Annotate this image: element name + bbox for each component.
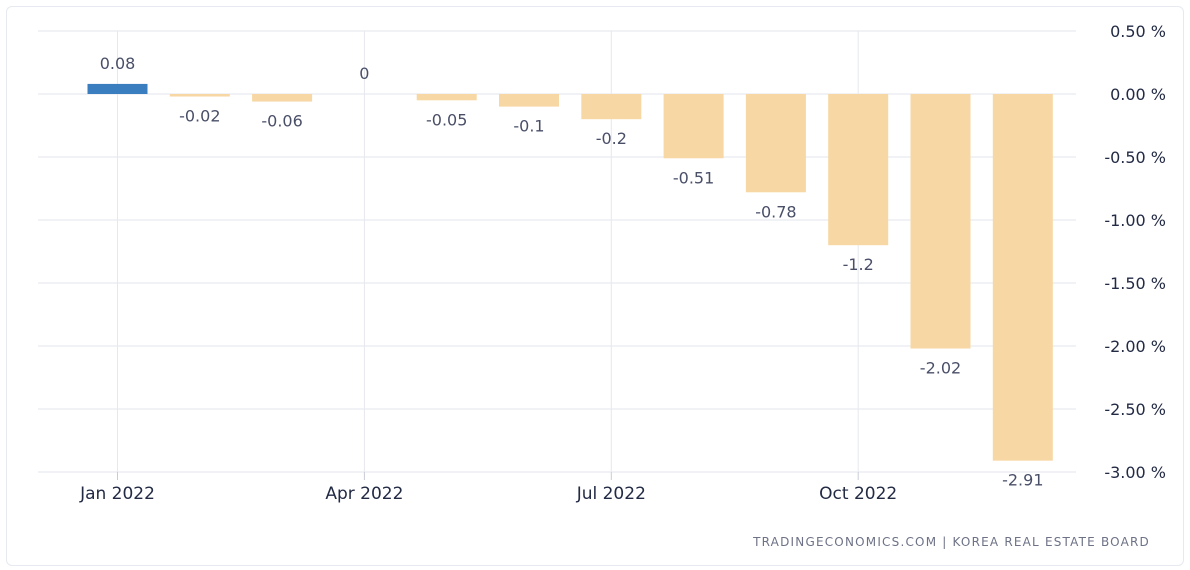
data-label: -0.05 bbox=[426, 110, 467, 129]
data-labels: 0.08 -0.02 -0.06 0 -0.05 -0.1 -0.2 -0.51 -0.78 -1… bbox=[100, 54, 1044, 490]
data-label: -0.78 bbox=[755, 202, 796, 221]
data-label: -1.2 bbox=[843, 255, 874, 274]
y-tick-label: -0.50 % bbox=[1104, 148, 1166, 167]
y-axis: 0.50 % 0.00 % -0.50 % -1.00 % -1.50 % -2.00 %… bbox=[1104, 22, 1166, 482]
y-tick-label: 0.00 % bbox=[1110, 85, 1166, 104]
bars bbox=[87, 83, 1053, 461]
bar bbox=[87, 83, 148, 94]
x-tick-label: Apr 2022 bbox=[325, 484, 403, 504]
y-tick-label: -3.00 % bbox=[1104, 463, 1166, 482]
y-tick-label: -2.00 % bbox=[1104, 337, 1166, 356]
bar bbox=[992, 94, 1053, 461]
x-tick-label: Jul 2022 bbox=[576, 484, 646, 504]
bar bbox=[828, 94, 889, 246]
y-tick-label: -1.50 % bbox=[1104, 274, 1166, 293]
y-tick-label: -1.00 % bbox=[1104, 211, 1166, 230]
bar bbox=[663, 94, 724, 159]
bar bbox=[169, 94, 230, 97]
data-label: 0 bbox=[359, 64, 369, 83]
bar bbox=[910, 94, 971, 349]
x-tick-label: Jan 2022 bbox=[79, 484, 155, 504]
data-label: -0.02 bbox=[179, 107, 220, 126]
data-label: -0.51 bbox=[673, 168, 714, 187]
data-label: -0.1 bbox=[513, 117, 544, 136]
data-label: -0.06 bbox=[261, 112, 302, 131]
x-tick-label: Oct 2022 bbox=[819, 484, 897, 504]
x-axis: Jan 2022 Apr 2022 Jul 2022 Oct 2022 bbox=[79, 484, 897, 504]
bar bbox=[745, 94, 806, 193]
data-label: 0.08 bbox=[100, 54, 136, 73]
bar bbox=[499, 94, 559, 107]
y-tick-label: 0.50 % bbox=[1110, 22, 1166, 41]
data-label: -2.91 bbox=[1002, 471, 1043, 490]
bar bbox=[581, 94, 642, 120]
data-label: -2.02 bbox=[920, 359, 961, 378]
source-attribution: TRADINGECONOMICS.COM | KOREA REAL ESTATE… bbox=[753, 535, 1150, 549]
bar bbox=[252, 94, 313, 102]
data-label: -0.2 bbox=[596, 129, 627, 148]
bar bbox=[416, 94, 477, 101]
y-tick-label: -2.50 % bbox=[1104, 400, 1166, 419]
